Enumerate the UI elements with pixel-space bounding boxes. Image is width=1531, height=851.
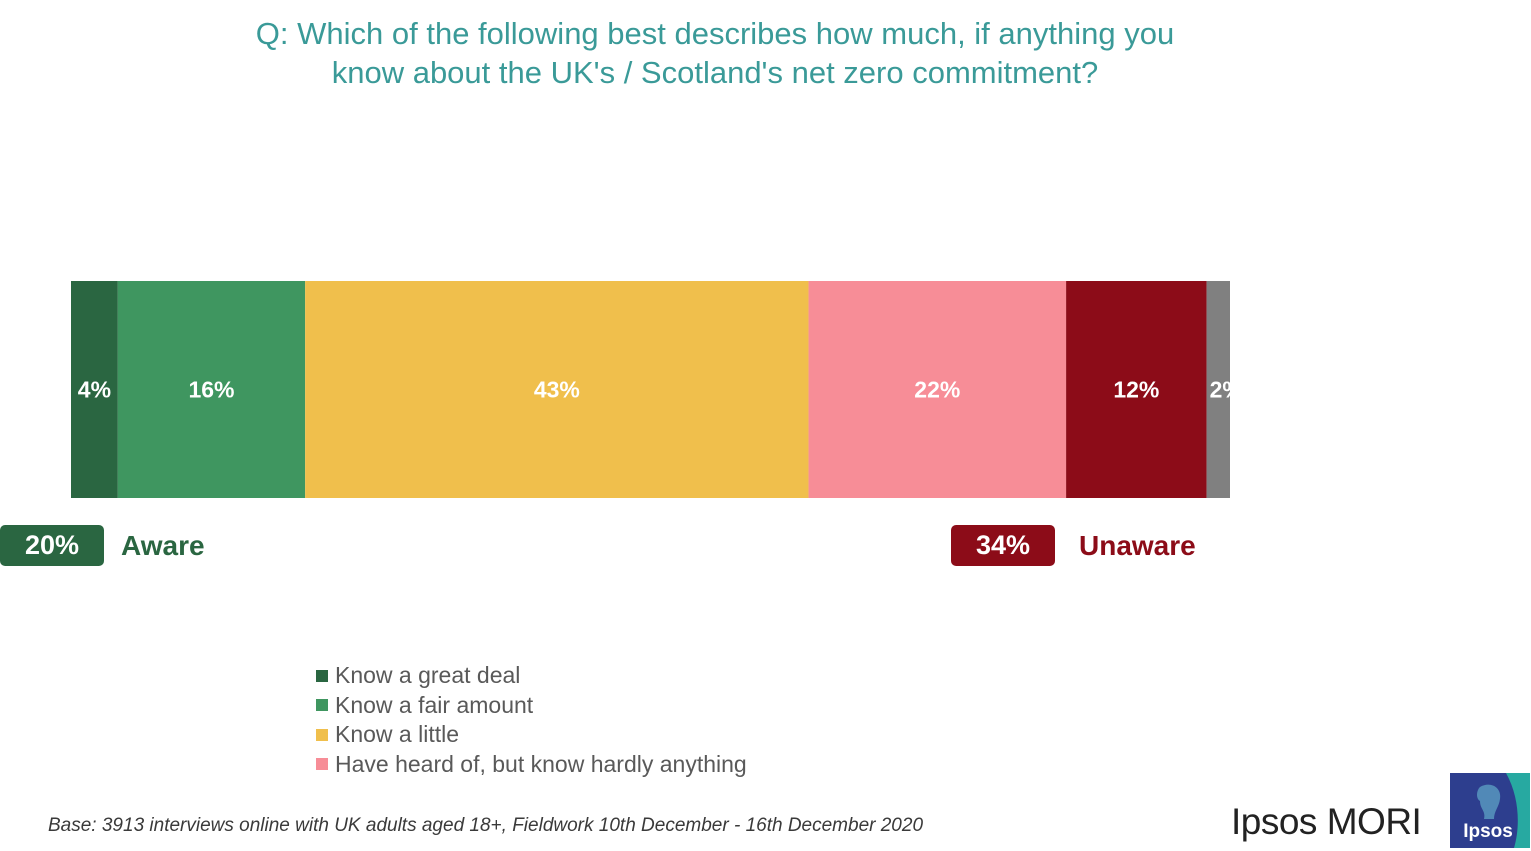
bar-value-label: 43% bbox=[534, 377, 580, 403]
legend-label: Know a fair amount bbox=[335, 691, 534, 718]
chart-title: Q: Which of the following best describes… bbox=[130, 14, 1300, 92]
footnote: Base: 3913 interviews online with UK adu… bbox=[48, 815, 924, 836]
unaware-value: 34% bbox=[975, 530, 1031, 560]
bar-value-label: 22% bbox=[914, 377, 960, 403]
svg-text:Ipsos: Ipsos bbox=[1463, 821, 1513, 842]
aware-label: Aware bbox=[121, 530, 205, 561]
brand-wordmark: Ipsos MORI bbox=[1231, 801, 1422, 842]
legend-swatch bbox=[316, 728, 328, 741]
bar-segment-3 bbox=[305, 281, 809, 498]
bar-segment-1 bbox=[71, 281, 118, 498]
chart-title-line-2: know about the UK's / Scotland's net zer… bbox=[331, 55, 1099, 90]
legend-label: Have heard of, but know hardly anything bbox=[335, 750, 747, 777]
bar-value-label: 16% bbox=[188, 377, 234, 403]
bar-segment-6 bbox=[1206, 281, 1230, 498]
legend: Know a great deal Know a fair amount Kno… bbox=[316, 661, 747, 779]
legend-item: Have heard of, but know hardly anything bbox=[316, 750, 747, 780]
bar-value-label: 4% bbox=[78, 377, 111, 403]
legend-swatch bbox=[316, 758, 328, 771]
ipsos-logo: Ipsos bbox=[1450, 773, 1530, 848]
chart-title-line-1: Q: Which of the following best describes… bbox=[255, 16, 1175, 51]
legend-item: Know a little bbox=[316, 720, 747, 750]
aware-value: 20% bbox=[24, 530, 80, 560]
aware-badge: 20% bbox=[0, 525, 104, 566]
legend-item: Know a great deal bbox=[316, 661, 747, 691]
legend-label: Know a great deal bbox=[335, 662, 521, 689]
unaware-label: Unaware bbox=[1079, 530, 1196, 561]
legend-label: Know a little bbox=[335, 721, 460, 748]
bar-segment-5 bbox=[1066, 281, 1207, 498]
bar-segment-4 bbox=[808, 281, 1067, 498]
bar-segment-2 bbox=[117, 281, 306, 498]
legend-swatch bbox=[316, 669, 328, 682]
bar-value-label: 2% bbox=[1210, 377, 1243, 403]
legend-swatch bbox=[316, 699, 328, 712]
bar-value-label: 12% bbox=[1113, 377, 1159, 403]
legend-item: Know a fair amount bbox=[316, 691, 747, 721]
unaware-badge: 34% bbox=[951, 525, 1055, 566]
